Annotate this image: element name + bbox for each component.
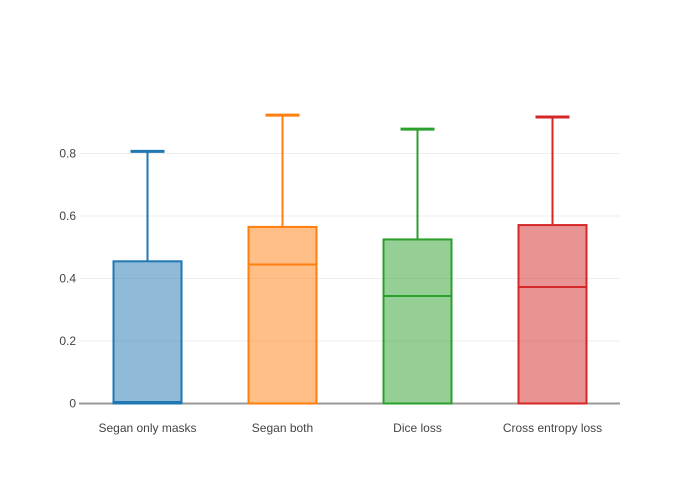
y-tick-label: 0 bbox=[69, 397, 76, 411]
iqr-box bbox=[517, 224, 588, 405]
x-category-label-dice-loss: Dice loss bbox=[393, 421, 442, 435]
y-tick-label: 0.6 bbox=[59, 209, 76, 223]
x-category-label-segan-both: Segan both bbox=[252, 421, 313, 435]
box-dice-loss[interactable] bbox=[382, 127, 453, 405]
x-category-label-segan-only-masks: Segan only masks bbox=[98, 421, 196, 435]
y-tick-label: 0.4 bbox=[59, 272, 76, 286]
box-segan-only-masks[interactable] bbox=[112, 149, 183, 405]
iqr-box bbox=[247, 225, 318, 405]
iqr-box bbox=[112, 260, 183, 405]
box-cross-entropy-loss[interactable] bbox=[517, 115, 588, 405]
x-category-label-cross-entropy-loss: Cross entropy loss bbox=[503, 421, 602, 435]
iqr-box bbox=[382, 238, 453, 405]
y-tick-label: 0.2 bbox=[59, 334, 76, 348]
y-tick-label: 0.8 bbox=[59, 147, 76, 161]
box-segan-both[interactable] bbox=[247, 113, 318, 405]
